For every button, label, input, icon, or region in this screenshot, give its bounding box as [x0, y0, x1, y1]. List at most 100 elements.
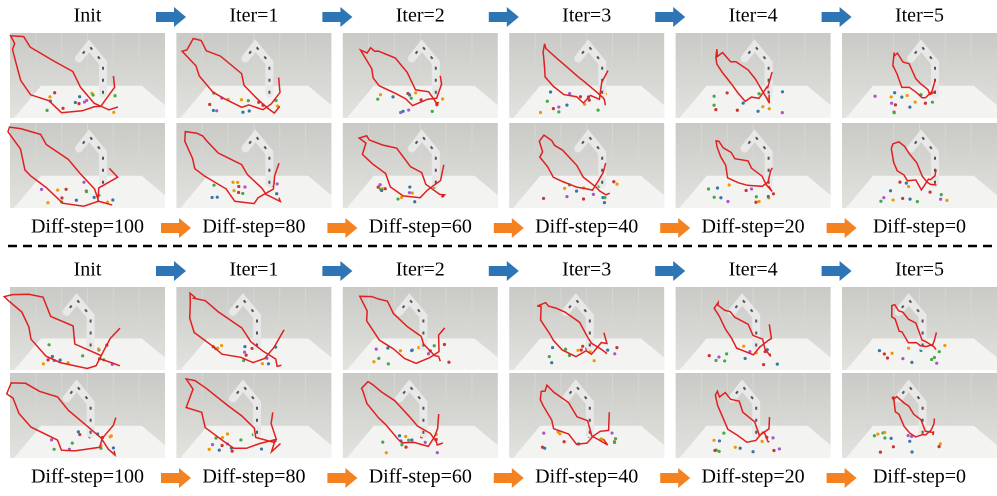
table-object	[930, 357, 934, 362]
table-object	[73, 100, 77, 105]
iteration-label: Iter=4	[729, 5, 778, 27]
table-object	[615, 182, 619, 186]
iteration-arrow	[156, 261, 186, 281]
iteration-arrow	[156, 7, 186, 27]
table-object	[723, 359, 727, 363]
table-object	[244, 353, 248, 357]
table-object	[603, 195, 607, 200]
scene-image	[509, 287, 665, 370]
scene-image	[342, 373, 498, 458]
trajectory	[715, 49, 773, 104]
diff-step-label: Diff-step=60	[369, 466, 472, 488]
table-object	[45, 108, 49, 112]
table-object	[430, 109, 434, 113]
robot-joints	[565, 384, 591, 434]
table-object	[215, 109, 219, 113]
table-object	[754, 195, 758, 199]
table-object	[613, 352, 617, 356]
table-object	[923, 101, 928, 105]
table-object	[241, 191, 245, 196]
robot-joints	[743, 134, 770, 184]
table-object	[396, 197, 400, 201]
iteration-arrow	[821, 261, 852, 281]
iteration-label: Iter=1	[229, 5, 278, 27]
robot-joints	[577, 134, 604, 184]
robot-joints	[232, 297, 258, 347]
iteration-arrow	[488, 261, 519, 281]
iteration-arrow	[821, 7, 852, 27]
table-object	[725, 352, 729, 356]
table-object	[81, 354, 85, 358]
table	[679, 175, 831, 208]
table	[14, 338, 165, 370]
table-object	[913, 100, 917, 104]
table-object	[714, 108, 718, 112]
table-object	[543, 446, 547, 450]
iteration-arrow	[655, 7, 686, 27]
diff-step-arrow	[161, 468, 191, 488]
table-object	[207, 447, 211, 451]
table-object	[717, 449, 721, 453]
table-object	[712, 103, 716, 107]
table-object	[904, 181, 908, 185]
trajectory	[5, 381, 117, 458]
table-object	[713, 448, 717, 453]
diff-step-arrow	[826, 218, 857, 238]
table-object	[932, 355, 937, 360]
table	[346, 425, 498, 458]
robot-joints	[411, 134, 437, 184]
table-object	[892, 111, 896, 115]
iteration-label: Iter=4	[729, 259, 778, 281]
table-object	[898, 180, 902, 184]
table	[14, 175, 165, 208]
diff-step-label: Diff-step=60	[369, 216, 472, 238]
table-object	[587, 98, 591, 102]
table-object	[39, 187, 44, 191]
table	[846, 175, 997, 208]
table-object	[112, 110, 116, 114]
table-object	[225, 432, 230, 436]
table-object	[111, 446, 115, 450]
table-object	[780, 90, 785, 94]
diff-step-arrow	[826, 468, 857, 488]
scene-image	[509, 373, 665, 458]
table-object	[733, 445, 737, 449]
table-object	[377, 356, 381, 360]
table-object	[211, 108, 215, 113]
table-object	[915, 199, 919, 204]
diff-step-label: Diff-step=20	[702, 466, 805, 488]
table-object	[239, 438, 243, 442]
table-object	[441, 97, 445, 101]
table-object	[581, 344, 585, 348]
table-object	[937, 350, 941, 354]
robot-joints	[65, 297, 92, 347]
table-object	[563, 186, 567, 190]
trajectory	[184, 377, 282, 455]
table-object	[383, 187, 387, 191]
table-object	[404, 445, 408, 449]
table	[679, 338, 831, 370]
table-object	[908, 439, 912, 443]
table-object	[742, 344, 746, 348]
scene-image	[675, 123, 831, 208]
table-object	[564, 347, 568, 351]
table-object	[882, 196, 886, 200]
table-object	[744, 188, 748, 193]
table-object	[876, 432, 880, 436]
table-object	[772, 448, 776, 453]
scene-image	[842, 287, 997, 370]
table-object	[260, 362, 265, 366]
robot-joints	[910, 134, 936, 184]
table-object	[707, 354, 711, 358]
table-object	[767, 107, 771, 111]
table-object	[46, 201, 50, 205]
table-object	[749, 187, 754, 191]
table-object	[906, 346, 911, 350]
table-object	[712, 195, 716, 199]
trajectory	[7, 126, 119, 207]
table-object	[538, 110, 543, 115]
table-object	[725, 91, 729, 95]
diff-step-label: Diff-step=40	[535, 216, 638, 238]
table-object	[50, 354, 54, 359]
trajectory	[358, 46, 443, 107]
